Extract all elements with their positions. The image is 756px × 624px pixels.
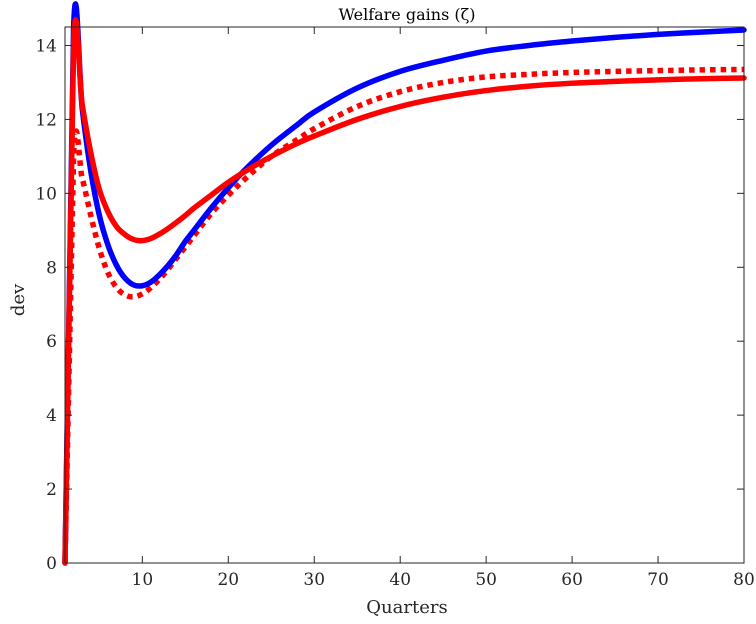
y-tick-label: 0	[46, 554, 57, 574]
y-tick-label: 2	[46, 480, 57, 500]
plot-frame	[64, 26, 745, 564]
y-tick-label: 12	[35, 110, 57, 130]
y-axis-label: dev	[8, 283, 29, 316]
x-axis-ticks: 10 20 30 40 50 60 70 80	[132, 27, 755, 590]
y-tick-label: 8	[46, 258, 57, 278]
x-tick-label: 30	[303, 570, 325, 590]
x-tick-label: 70	[647, 570, 669, 590]
x-tick-label: 10	[132, 570, 154, 590]
y-tick-label: 4	[46, 406, 57, 426]
x-axis-label: Quarters	[366, 597, 447, 618]
y-tick-label: 10	[35, 184, 57, 204]
y-tick-label: 6	[46, 332, 57, 352]
x-tick-label: 50	[475, 570, 497, 590]
series-line-red-solid	[62, 17, 747, 566]
chart-title: Welfare gains (ζ)	[338, 5, 475, 24]
series-line-blue	[62, 1, 747, 566]
series-layer	[62, 1, 747, 566]
y-axis-ticks: 0 2 4 6 8 10 12 14	[35, 36, 744, 574]
x-tick-label: 40	[389, 570, 411, 590]
x-tick-label: 60	[561, 570, 583, 590]
x-tick-label: 80	[733, 570, 755, 590]
series-line-red-dotted	[62, 66, 745, 564]
x-tick-label: 20	[217, 570, 239, 590]
y-tick-label: 14	[35, 36, 57, 56]
